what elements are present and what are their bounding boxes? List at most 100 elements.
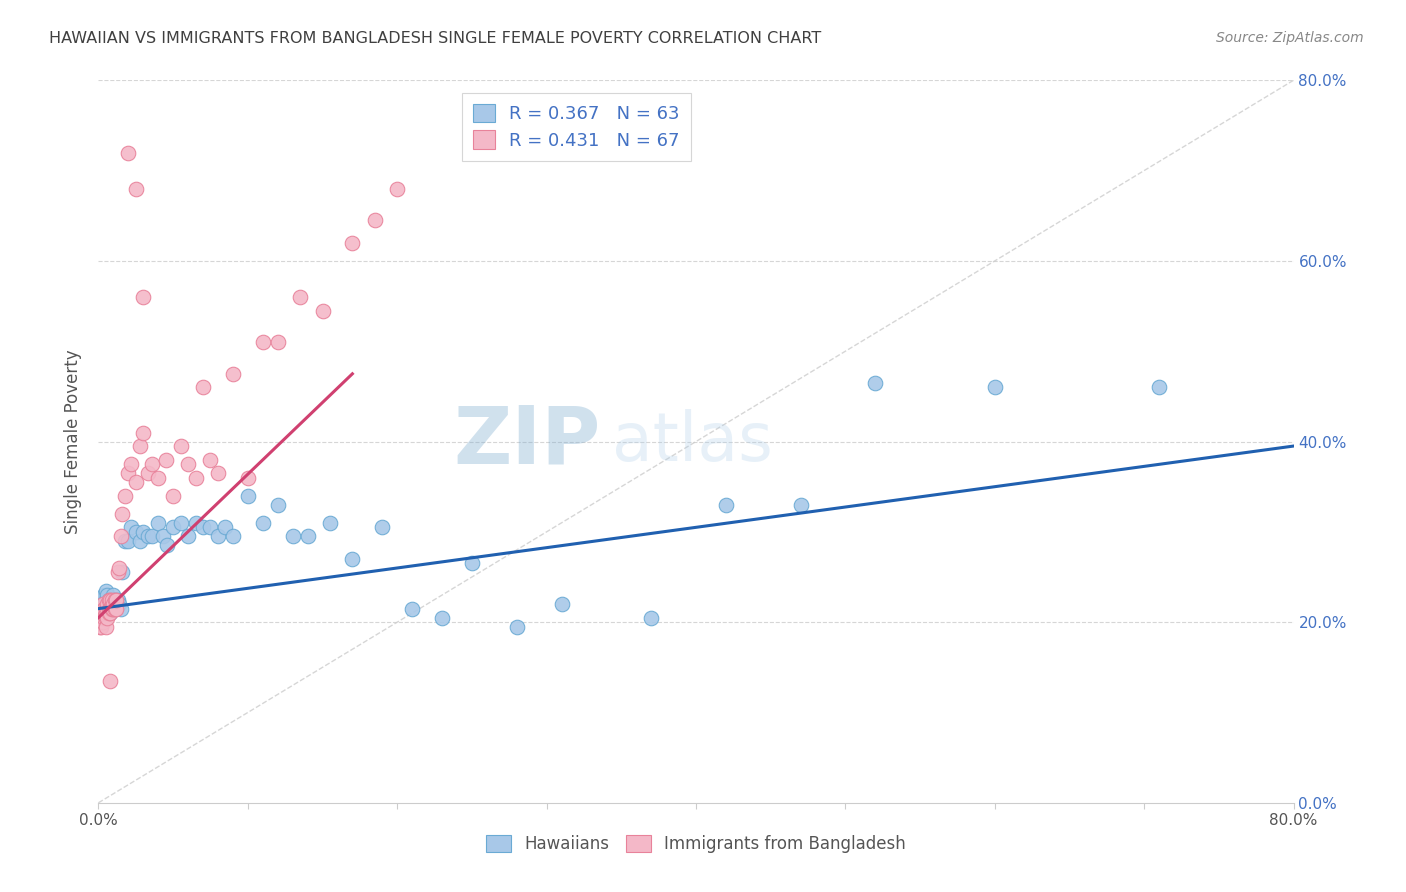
Point xyxy=(297,529,319,543)
Point xyxy=(96,597,118,611)
Point xyxy=(96,601,118,615)
Point xyxy=(93,588,115,602)
Point xyxy=(640,610,662,624)
Point xyxy=(97,601,120,615)
Point xyxy=(108,561,131,575)
Point xyxy=(94,592,117,607)
Point xyxy=(148,516,170,530)
Point xyxy=(214,520,236,534)
Point xyxy=(91,606,114,620)
Point xyxy=(169,439,191,453)
Point xyxy=(94,606,117,620)
Point xyxy=(107,592,129,607)
Point xyxy=(169,516,191,530)
Point xyxy=(111,507,134,521)
Point xyxy=(177,457,200,471)
Point xyxy=(222,529,245,543)
Point xyxy=(90,601,112,615)
Point xyxy=(191,520,214,534)
Point xyxy=(191,380,214,394)
Point xyxy=(506,620,529,634)
Point xyxy=(461,557,484,571)
Point xyxy=(132,524,155,539)
Point xyxy=(550,597,572,611)
Text: HAWAIIAN VS IMMIGRANTS FROM BANGLADESH SINGLE FEMALE POVERTY CORRELATION CHART: HAWAIIAN VS IMMIGRANTS FROM BANGLADESH S… xyxy=(49,31,821,46)
Point xyxy=(98,606,122,620)
Point xyxy=(105,597,128,611)
Point xyxy=(430,610,453,624)
Point xyxy=(117,533,139,548)
Point xyxy=(162,489,184,503)
Point xyxy=(364,213,387,227)
Point xyxy=(319,516,342,530)
Point xyxy=(98,597,122,611)
Point xyxy=(98,673,122,688)
Point xyxy=(103,601,125,615)
Point xyxy=(94,606,117,620)
Point xyxy=(103,588,125,602)
Point xyxy=(90,620,112,634)
Point xyxy=(104,592,127,607)
Y-axis label: Single Female Poverty: Single Female Poverty xyxy=(65,350,83,533)
Point xyxy=(148,471,170,485)
Point xyxy=(93,601,115,615)
Point xyxy=(107,566,129,580)
Point xyxy=(125,524,148,539)
Point xyxy=(141,529,163,543)
Text: ZIP: ZIP xyxy=(453,402,600,481)
Point xyxy=(111,566,134,580)
Point xyxy=(371,520,394,534)
Point xyxy=(114,533,136,548)
Point xyxy=(103,597,125,611)
Point xyxy=(101,601,124,615)
Point xyxy=(93,601,115,615)
Point xyxy=(207,466,229,480)
Point xyxy=(177,529,200,543)
Point xyxy=(125,475,148,490)
Point xyxy=(125,182,148,196)
Point xyxy=(90,610,112,624)
Point xyxy=(222,367,245,381)
Point xyxy=(120,520,142,534)
Point xyxy=(97,601,120,615)
Point xyxy=(96,610,118,624)
Point xyxy=(267,335,290,350)
Point xyxy=(200,520,222,534)
Point xyxy=(89,620,111,634)
Point xyxy=(101,592,124,607)
Point xyxy=(101,601,124,615)
Point xyxy=(98,592,122,607)
Point xyxy=(184,516,207,530)
Point xyxy=(401,601,423,615)
Point xyxy=(93,601,115,615)
Point xyxy=(342,235,364,250)
Point xyxy=(89,615,111,630)
Point xyxy=(132,290,155,304)
Text: Source: ZipAtlas.com: Source: ZipAtlas.com xyxy=(1216,31,1364,45)
Point xyxy=(184,471,207,485)
Point xyxy=(252,335,274,350)
Point xyxy=(103,597,125,611)
Point xyxy=(93,610,115,624)
Point xyxy=(281,529,304,543)
Point xyxy=(311,303,333,318)
Point xyxy=(94,610,117,624)
Point xyxy=(91,615,114,630)
Point xyxy=(156,538,179,552)
Point xyxy=(104,601,127,615)
Point xyxy=(94,601,117,615)
Point xyxy=(207,529,229,543)
Point xyxy=(96,588,118,602)
Point xyxy=(101,597,124,611)
Point xyxy=(865,376,887,390)
Point xyxy=(98,601,122,615)
Point xyxy=(97,606,120,620)
Point xyxy=(252,516,274,530)
Point xyxy=(136,529,159,543)
Point xyxy=(105,601,128,615)
Point xyxy=(288,290,311,304)
Point xyxy=(104,592,127,607)
Point xyxy=(385,182,409,196)
Point xyxy=(97,592,120,607)
Point xyxy=(136,466,159,480)
